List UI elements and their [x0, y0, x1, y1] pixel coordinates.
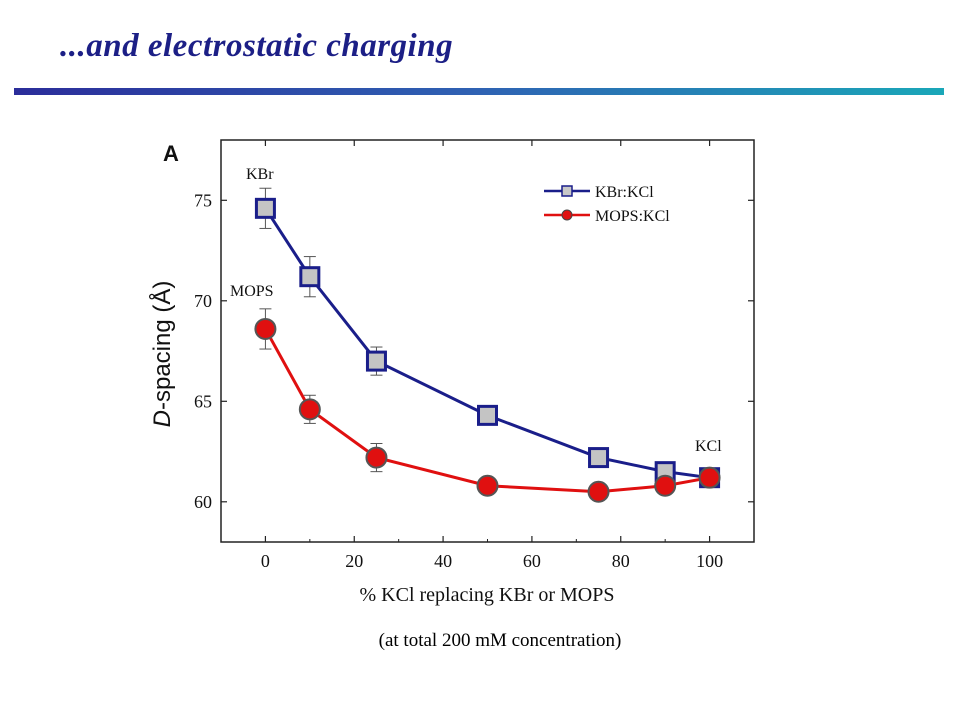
mops-kcl-point — [654, 474, 677, 497]
mops-kcl-point — [476, 474, 499, 497]
axis-ticks: 0 20 40 60 80 100 60 65 70 75 — [194, 140, 754, 571]
slide-title: ...and electrostatic charging — [60, 28, 454, 64]
kbr-kcl-point — [477, 404, 498, 426]
kbr-kcl-point — [365, 350, 387, 372]
title-divider — [14, 88, 944, 95]
legend-kbr-label: KBr:KCl — [595, 184, 654, 201]
kbr-kcl-point — [254, 197, 276, 219]
x-tick-label: 100 — [696, 551, 723, 571]
caption: (at total 200 mM concentration) — [378, 630, 622, 651]
x-tick-label: 20 — [345, 551, 363, 571]
legend-kbr-marker — [561, 185, 573, 197]
y-tick-label: 75 — [194, 190, 212, 210]
x-axis-label: % KCl replacing KBr or MOPS — [360, 584, 615, 606]
panel-label: A — [163, 141, 179, 166]
x-tick-label: 80 — [612, 551, 630, 571]
x-tick-label: 40 — [434, 551, 452, 571]
annotation-mops: MOPS — [230, 283, 274, 300]
mops-kcl-point — [254, 317, 277, 340]
x-tick-label: 0 — [261, 551, 270, 571]
x-tick-label: 60 — [523, 551, 541, 571]
annotation-kcl: KCl — [695, 438, 722, 455]
series-line-kbr-kcl — [264, 207, 710, 480]
y-tick-label: 60 — [194, 492, 212, 512]
kbr-kcl-point — [299, 266, 321, 288]
mops-kcl-point — [365, 446, 388, 469]
legend: KBr:KCl MOPS:KCl — [544, 184, 670, 225]
y-tick-label: 70 — [194, 291, 212, 311]
series-layer — [254, 187, 721, 503]
annotation-kbr: KBr — [246, 166, 274, 183]
legend-mops-label: MOPS:KCl — [595, 208, 670, 225]
mops-kcl-point — [698, 466, 721, 489]
legend-mops-marker — [561, 209, 573, 221]
y-tick-label: 65 — [194, 391, 212, 411]
mops-kcl-point — [587, 480, 610, 503]
kbr-kcl-point — [588, 447, 610, 469]
mops-kcl-point — [298, 398, 321, 421]
y-axis-label: D-spacing (Å) — [148, 281, 176, 428]
